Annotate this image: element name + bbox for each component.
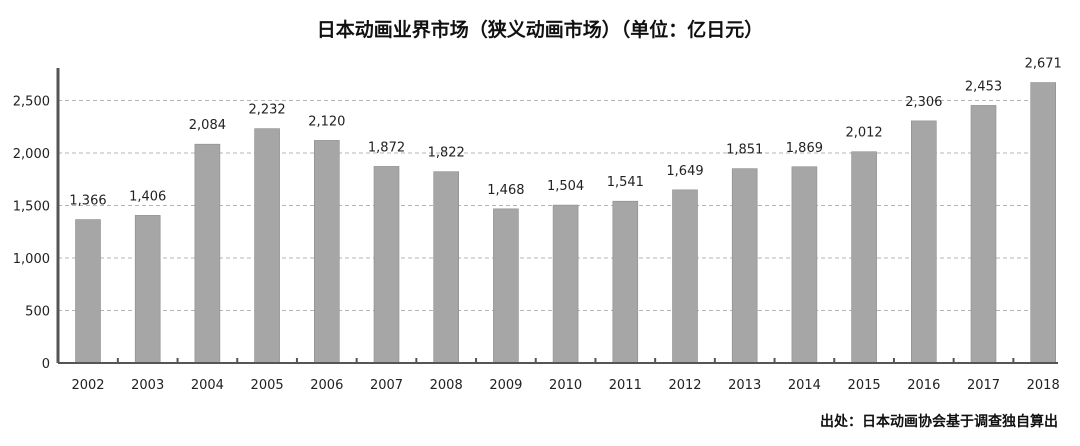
bar (731, 168, 758, 364)
bar (75, 219, 101, 364)
data-label: 2,306 (905, 95, 942, 110)
data-label: 1,366 (69, 194, 106, 209)
y-tick-label: 0 (42, 357, 50, 372)
bar (433, 171, 460, 364)
x-tick-label: 2015 (848, 378, 881, 393)
data-label: 2,453 (965, 79, 1002, 94)
bar (134, 215, 161, 364)
bars (75, 82, 1056, 364)
x-tick-label: 2008 (430, 378, 463, 393)
bar (672, 189, 698, 364)
y-tick-label: 2,500 (13, 95, 50, 110)
y-tick-label: 1,000 (13, 252, 50, 267)
bar (791, 166, 818, 364)
axes: 0 500 1,000 1,500 2,000 2,500 2002 2003 2004 2005… (13, 68, 1060, 393)
x-tick-label: 2012 (668, 378, 701, 393)
bar (851, 151, 877, 364)
data-label: 1,851 (726, 143, 763, 158)
data-label: 1,649 (666, 164, 703, 179)
bar (254, 128, 280, 364)
x-tick-label: 2011 (609, 378, 642, 393)
bar (552, 204, 579, 364)
x-tick-label: 2004 (191, 378, 224, 393)
bar (194, 143, 221, 364)
data-label: 1,822 (428, 146, 465, 161)
y-tick-label: 1,500 (13, 200, 50, 215)
data-label: 1,869 (786, 141, 823, 156)
x-tick-label: 2018 (1027, 378, 1060, 393)
data-label: 2,120 (308, 114, 345, 129)
bar (373, 166, 400, 364)
chart-source: 出处：日本动画协会基于调查独自算出 (820, 413, 1058, 430)
data-labels: 1,366 1,406 2,084 2,232 2,120 1,872 1,822 1,468… (69, 57, 1061, 209)
x-tick-label: 2010 (549, 378, 582, 393)
bar (910, 120, 937, 364)
x-tick-label: 2006 (310, 378, 343, 393)
data-label: 1,504 (547, 179, 584, 194)
x-tick-label: 2016 (907, 378, 940, 393)
x-tick-label: 2009 (489, 378, 522, 393)
data-label: 2,084 (189, 118, 226, 133)
data-label: 1,872 (368, 140, 405, 155)
data-label: 1,468 (487, 183, 524, 198)
bar (1030, 82, 1056, 364)
x-tick-label: 2014 (788, 378, 821, 393)
x-tick-label: 2017 (967, 378, 1000, 393)
x-tick-label: 2013 (728, 378, 761, 393)
x-tick-label: 2007 (370, 378, 403, 393)
data-label: 2,671 (1025, 57, 1062, 72)
data-label: 1,541 (607, 175, 644, 190)
bar (612, 200, 639, 364)
data-label: 2,012 (845, 126, 882, 141)
x-tick-label: 2002 (71, 378, 104, 393)
chart-title: 日本动画业界市场（狭义动画市场）（单位：亿日元） (317, 18, 764, 41)
x-tick-label: 2003 (131, 378, 164, 393)
x-tick-label: 2005 (251, 378, 284, 393)
data-label: 1,406 (129, 189, 166, 204)
y-tick-label: 2,000 (13, 147, 50, 162)
bar (493, 208, 519, 364)
y-tick-label: 500 (25, 305, 50, 320)
bar (970, 105, 997, 364)
bar (313, 140, 340, 364)
data-label: 2,232 (248, 103, 285, 118)
